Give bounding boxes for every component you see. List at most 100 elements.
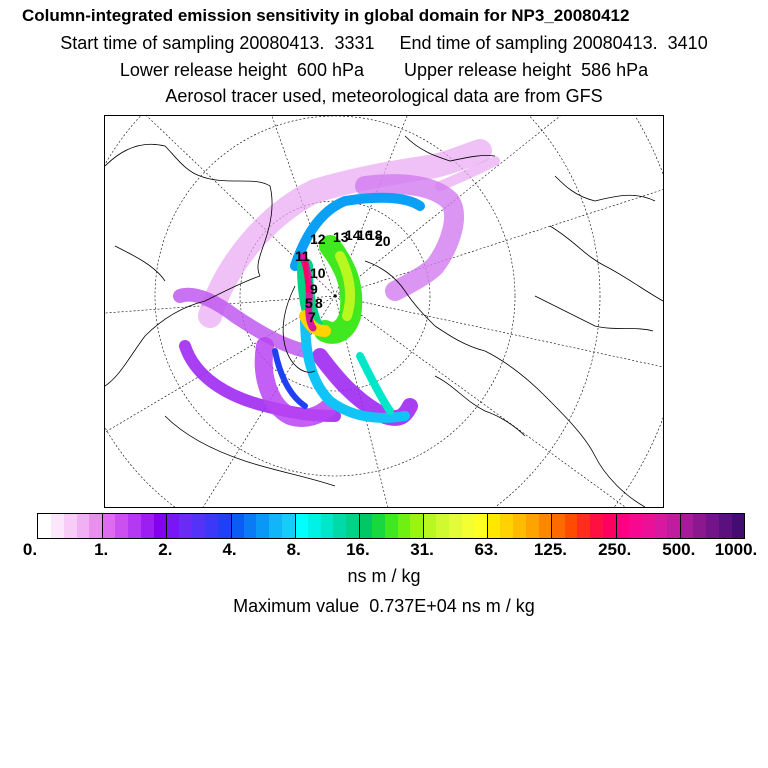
colorbar-swatch (410, 514, 424, 538)
colorbar-swatch (282, 514, 295, 538)
colorbar-swatch (538, 514, 552, 538)
colorbar-swatch (140, 514, 154, 538)
colorbar-swatch (204, 514, 218, 538)
release-point-9: 9 (310, 281, 318, 297)
colorbar-tick-label: 31. (410, 540, 434, 559)
colorbar-swatch (166, 514, 180, 538)
colorbar-swatch (320, 514, 334, 538)
release-point-14: 14 (345, 227, 361, 243)
colorbar-swatch (333, 514, 347, 538)
colorbar-swatch (230, 514, 244, 538)
release-height-line: Lower release height 600 hPa Upper relea… (119, 60, 649, 80)
colorbar-swatch (449, 514, 462, 538)
colorbar-swatch (628, 514, 642, 538)
colorbar-swatch (474, 514, 488, 538)
colorbar-swatch (76, 514, 90, 538)
colorbar-swatch (667, 514, 681, 538)
latitude-circles (105, 116, 663, 507)
colorbar-swatch (102, 514, 116, 538)
colorbar-swatch (500, 514, 514, 538)
colorbar-tick-label: 0. (22, 540, 38, 559)
colorbar-swatch (603, 514, 616, 538)
release-point-18: 18 (367, 227, 383, 243)
colorbar-division (294, 514, 296, 538)
colorbar-swatch (371, 514, 385, 538)
colorbar-swatch (551, 514, 565, 538)
colorbar-swatch (397, 514, 411, 538)
colorbar-swatch (243, 514, 257, 538)
maximum-value-label: Maximum value 0.737E+04 ns m / kg (233, 596, 535, 616)
colorbar-swatch (487, 514, 501, 538)
colorbar-swatch (654, 514, 668, 538)
tracer-info-line: Aerosol tracer used, meteorological data… (165, 86, 603, 106)
colorbar-tick-label: 8. (286, 540, 301, 559)
colorbar-tick-label: 1. (94, 540, 109, 559)
colorbar-tick-label: 500. (662, 540, 696, 559)
colorbar-tick-label: 4. (222, 540, 237, 559)
colorbar-swatch (705, 514, 719, 538)
release-point-8: 8 (315, 295, 323, 311)
colorbar-swatch (256, 514, 270, 538)
colorbar-tick-label: 2. (158, 540, 173, 559)
colorbar-swatch (127, 514, 141, 538)
colorbar-swatch (513, 514, 527, 538)
colorbar (37, 513, 745, 539)
release-point-5: 5 (305, 295, 313, 311)
release-point-11: 11 (295, 248, 310, 264)
colorbar-division (423, 514, 425, 538)
colorbar-swatch (50, 514, 64, 538)
colorbar-swatch (153, 514, 167, 538)
colorbar-swatch (63, 514, 77, 538)
colorbar-swatch (731, 514, 745, 538)
colorbar-swatch (693, 514, 706, 538)
colorbar-swatch (269, 514, 283, 538)
colorbar-division (551, 514, 553, 538)
colorbar-tick-label: 250. (598, 540, 632, 559)
colorbar-swatch (359, 514, 372, 538)
colorbar-swatch (89, 514, 103, 538)
colorbar-unit-label: ns m / kg (347, 566, 421, 586)
colorbar-swatch (179, 514, 193, 538)
colorbar-swatch (615, 514, 629, 538)
sampling-time-line: Start time of sampling 20080413. 3331 En… (60, 33, 708, 53)
release-point-12: 12 (310, 231, 326, 247)
colorbar-tick-label: 16. (346, 540, 370, 559)
colorbar-division (230, 514, 232, 538)
coastlines (105, 135, 663, 507)
colorbar-swatch (526, 514, 539, 538)
colorbar-swatch (217, 514, 231, 538)
release-point-13: 13 (333, 229, 349, 245)
colorbar-division (679, 514, 681, 538)
map-title: Column-integrated emission sensitivity i… (22, 6, 630, 25)
release-point-10: 10 (310, 265, 326, 281)
colorbar-swatch (461, 514, 475, 538)
colorbar-swatch (423, 514, 437, 538)
colorbar-swatch (641, 514, 655, 538)
colorbar-swatch (38, 514, 51, 538)
colorbar-swatch (564, 514, 578, 538)
colorbar-division (166, 514, 168, 538)
colorbar-division (102, 514, 104, 538)
release-point-labels: 12 13 14 16 18 20 11 10 9 5 8 7 (295, 227, 391, 325)
colorbar-swatch (346, 514, 360, 538)
colorbar-swatch (384, 514, 398, 538)
colorbar-swatch (680, 514, 694, 538)
release-point-7: 7 (308, 309, 316, 325)
sensitivity-plume (173, 139, 500, 427)
colorbar-swatch (294, 514, 308, 538)
colorbar-tick-label: 125. (533, 540, 567, 559)
colorbar-tick-label: 63. (474, 540, 499, 559)
colorbar-swatch (718, 514, 732, 538)
release-point-20: 20 (375, 233, 391, 249)
map-svg: 12 13 14 16 18 20 11 10 9 5 8 7 (105, 116, 663, 507)
colorbar-division (487, 514, 489, 538)
polar-map: 12 13 14 16 18 20 11 10 9 5 8 7 (104, 115, 664, 508)
colorbar-swatch (577, 514, 591, 538)
release-point-16: 16 (357, 227, 373, 243)
colorbar-division (358, 514, 360, 538)
colorbar-swatch (436, 514, 449, 538)
colorbar-swatch (192, 514, 205, 538)
colorbar-tick-label: 1000. (714, 540, 758, 559)
colorbar-swatch (115, 514, 128, 538)
colorbar-swatch (307, 514, 321, 538)
